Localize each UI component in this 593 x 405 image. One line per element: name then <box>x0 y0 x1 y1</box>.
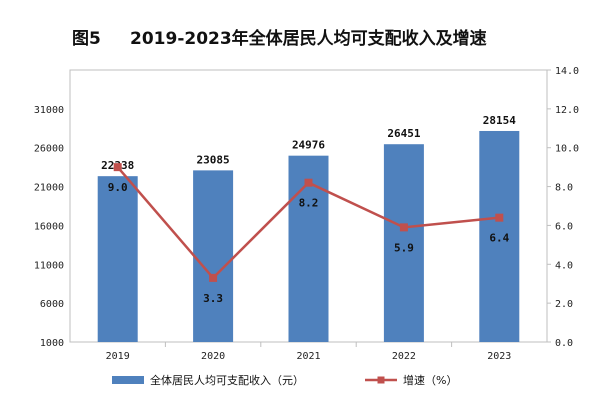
left-tick-label: 16000 <box>34 221 64 232</box>
x-tick-label: 2022 <box>392 351 416 362</box>
legend: 全体居民人均可支配收入（元） 增速（%） <box>112 373 457 387</box>
chart-title-prefix: 图5 <box>72 29 101 49</box>
bar <box>383 144 424 342</box>
left-tick-label: 21000 <box>34 183 64 194</box>
legend-swatch-marker <box>377 376 385 384</box>
bar-value-label: 23085 <box>197 153 230 166</box>
line-value-label: 6.4 <box>489 232 509 245</box>
line-value-label: 8.2 <box>299 197 319 210</box>
line-series: 9.0 3.3 8.2 5.9 6.4 <box>108 163 510 305</box>
bar-series: 2233823085249762645128154 <box>97 114 520 342</box>
bar <box>97 176 138 342</box>
bar-value-label: 28154 <box>483 114 516 127</box>
line-marker <box>304 178 313 187</box>
bar <box>288 155 329 342</box>
line-marker <box>209 273 218 282</box>
right-tick-label: 8.0 <box>555 183 573 194</box>
x-tick-label: 2019 <box>106 351 130 362</box>
right-tick-label: 14.0 <box>555 66 579 77</box>
line-marker <box>399 223 408 232</box>
x-tick-label: 2023 <box>487 351 511 362</box>
bar-value-label: 26451 <box>387 127 420 140</box>
right-tick-label: 12.0 <box>555 105 579 116</box>
x-tick-label: 2021 <box>296 351 320 362</box>
bar <box>479 130 520 342</box>
line-marker <box>113 163 122 172</box>
line-value-label: 3.3 <box>203 292 223 305</box>
right-tick-label: 10.0 <box>555 144 579 155</box>
legend-label-line: 增速（%） <box>403 373 457 387</box>
left-tick-label: 1000 <box>40 338 64 349</box>
chart-title: 2019-2023年全体居民人均可支配收入及增速 <box>130 28 487 49</box>
legend-label-bar: 全体居民人均可支配收入（元） <box>150 373 304 387</box>
left-tick-label: 11000 <box>34 260 64 271</box>
x-tick-label: 2020 <box>201 351 225 362</box>
left-tick-label: 26000 <box>34 144 64 155</box>
right-axis: 0.0 2.0 4.0 6.0 8.0 10.0 12.0 14.0 <box>547 66 579 349</box>
right-tick-label: 6.0 <box>555 221 573 232</box>
bar-value-label: 24976 <box>292 139 325 152</box>
left-tick-label: 31000 <box>34 105 64 116</box>
line-value-label: 5.9 <box>394 241 414 254</box>
left-axis: 1000 6000 11000 16000 21000 26000 31000 <box>34 105 64 349</box>
right-tick-label: 2.0 <box>555 299 573 310</box>
line-marker <box>495 213 504 222</box>
bar <box>193 170 234 342</box>
right-tick-label: 4.0 <box>555 260 573 271</box>
x-axis: 2019 2020 2021 2022 2023 <box>106 342 511 362</box>
right-tick-label: 0.0 <box>555 338 573 349</box>
line-value-label: 9.0 <box>108 181 128 194</box>
left-tick-label: 6000 <box>40 299 64 310</box>
legend-swatch-bar <box>112 376 144 384</box>
